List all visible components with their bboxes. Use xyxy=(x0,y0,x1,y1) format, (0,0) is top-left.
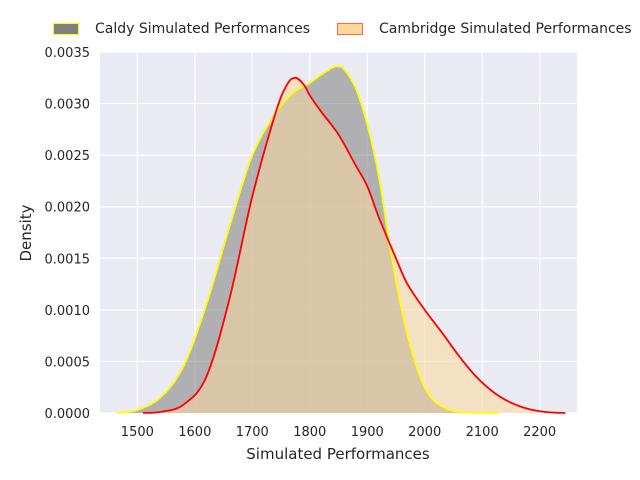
legend: Caldy Simulated Performances Cambridge S… xyxy=(0,21,640,41)
legend-swatch-caldy xyxy=(53,23,79,35)
y-tick-label: 0.0035 xyxy=(45,46,91,61)
y-axis-label: Density xyxy=(17,204,35,261)
legend-item-cambridge: Cambridge Simulated Performances xyxy=(337,21,632,37)
x-tick-label: 2100 xyxy=(466,425,499,440)
y-tick-label: 0.0000 xyxy=(45,407,91,422)
x-tick-label: 1800 xyxy=(293,425,326,440)
caldy-density-line xyxy=(117,65,500,414)
x-tick-label: 2000 xyxy=(408,425,441,440)
x-tick-label: 1600 xyxy=(178,425,211,440)
x-tick-label: 1700 xyxy=(236,425,269,440)
legend-label-caldy: Caldy Simulated Performances xyxy=(95,21,311,37)
y-tick-label: 0.0020 xyxy=(45,201,91,216)
legend-swatch-cambridge xyxy=(337,23,363,35)
x-axis-label: Simulated Performances xyxy=(246,445,430,463)
x-tick-label: 1900 xyxy=(351,425,384,440)
x-axis-ticks: 1500 1600 1700 1800 1900 2000 2100 2200 xyxy=(121,425,556,440)
legend-item-caldy: Caldy Simulated Performances xyxy=(53,21,310,37)
cambridge-density-line xyxy=(143,76,566,414)
y-tick-label: 0.0025 xyxy=(45,149,91,164)
x-tick-label: 2200 xyxy=(523,425,556,440)
cambridge-density-area xyxy=(143,77,566,413)
density-series xyxy=(117,65,566,414)
y-tick-label: 0.0030 xyxy=(45,98,91,113)
y-tick-label: 0.0015 xyxy=(45,252,91,267)
y-tick-label: 0.0005 xyxy=(45,355,91,370)
x-tick-label: 1500 xyxy=(121,425,154,440)
legend-label-cambridge: Cambridge Simulated Performances xyxy=(379,21,632,37)
y-axis-ticks: 0.0000 0.0005 0.0010 0.0015 0.0020 0.0025 0.00… xyxy=(45,46,91,422)
y-tick-label: 0.0010 xyxy=(45,304,91,319)
